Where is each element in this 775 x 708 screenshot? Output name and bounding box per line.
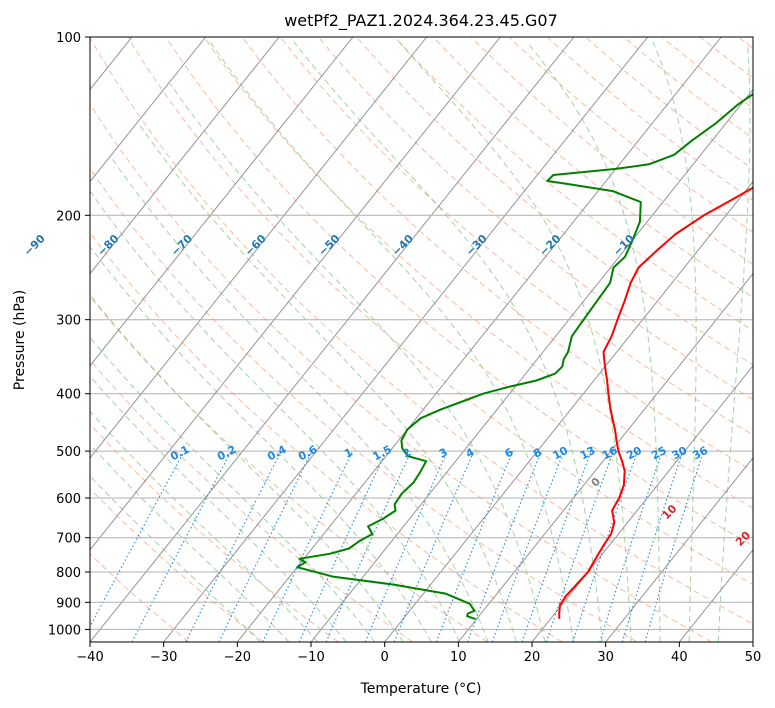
x-tick-label: 30 (597, 650, 614, 665)
mixing-ratio-label: 36 (690, 444, 710, 463)
mixing-ratio-label: 10 (551, 444, 571, 463)
moist-adiabat (398, 41, 632, 642)
y-tick-label: 900 (56, 596, 81, 611)
x-tick-label: −10 (297, 650, 324, 665)
mixing-ratio-line (644, 450, 705, 642)
x-tick-label: −40 (76, 650, 103, 665)
x-tick-label: 0 (381, 650, 389, 665)
moist-adiabat (90, 190, 461, 642)
x-tick-label: 50 (745, 650, 762, 665)
mixing-ratio-line (491, 450, 565, 642)
moist-adiabat (717, 42, 751, 642)
isotherm-line (90, 37, 501, 551)
isotherm-line (310, 88, 753, 642)
y-tick-label: 1000 (48, 623, 81, 638)
background-lines (0, 37, 753, 642)
isotherm-line (384, 180, 753, 642)
dry-adiabat (90, 423, 339, 642)
mixing-ratio-label: 30 (670, 444, 690, 463)
isotherm-label: −90 (21, 232, 48, 259)
dry-adiabat (318, 37, 753, 401)
mixing-ratio-line (621, 450, 684, 642)
dry-adiabat (585, 37, 753, 170)
mixing-ratio-line (364, 450, 448, 642)
dewpoint-profile (296, 92, 753, 620)
dry-adiabat (279, 37, 753, 436)
isotherm-line (163, 37, 649, 642)
mixing-ratio-line (185, 450, 282, 642)
x-tick-label: −30 (150, 650, 177, 665)
mixing-ratio-line (545, 450, 614, 642)
plot-background (90, 37, 753, 642)
x-axis-ticks: −40 −30 −20 −10 0 10 20 30 40 50 (76, 642, 761, 665)
y-tick-label: 500 (56, 445, 81, 460)
isotherm-line (531, 365, 753, 642)
x-tick-label: −20 (224, 650, 251, 665)
x-tick-label: 10 (450, 650, 467, 665)
y-axis-ticks: 100 200 300 400 500 600 700 800 900 1000 (48, 31, 90, 638)
moist-adiabat (90, 336, 376, 642)
plot-frame (89, 36, 754, 643)
y-tick-label: 700 (56, 532, 81, 547)
mixing-ratio-line (466, 450, 542, 642)
moist-adiabat (90, 475, 261, 642)
isotherm-line (90, 37, 354, 367)
mixing-ratio-label: 20 (624, 444, 644, 463)
dry-adiabat (394, 37, 753, 332)
dry-adiabat (90, 295, 488, 642)
chart-title: wetPf2_PAZ1.2024.364.23.45.G07 (284, 11, 558, 31)
moist-adiabat (293, 41, 603, 642)
y-tick-label: 600 (56, 492, 81, 507)
profile-lines (296, 92, 753, 620)
isotherm-line (457, 272, 753, 642)
mixing-ratio-line (599, 450, 663, 642)
dry-adiabat (90, 37, 753, 625)
mixing-ratio-line (90, 450, 185, 628)
moist-adiabat (90, 294, 404, 642)
pressure-gridlines (90, 37, 753, 630)
isotherm-line (90, 37, 207, 183)
y-tick-label: 800 (56, 566, 81, 581)
y-tick-label: 200 (56, 209, 81, 224)
isotherm-line (236, 37, 722, 642)
x-tick-label: 20 (524, 650, 541, 665)
isotherm-line (90, 37, 280, 275)
dry-adiabat (356, 37, 753, 366)
x-tick-label: 40 (671, 650, 688, 665)
mixing-ratio-label: 13 (578, 444, 598, 463)
moist-adiabat (209, 41, 575, 642)
y-axis-label: Pressure (hPa) (12, 290, 28, 390)
moist-adiabat (90, 375, 347, 642)
y-tick-label: 300 (56, 314, 81, 329)
dry-adiabat (203, 37, 753, 509)
mixing-ratio-line (572, 450, 639, 642)
mixing-ratio-line (435, 450, 514, 642)
mixing-ratio-label: 16 (600, 444, 620, 463)
dry-adiabat (623, 37, 753, 139)
temperature-profile (558, 186, 753, 619)
y-tick-label: 400 (56, 388, 81, 403)
mixing-ratio-line (521, 450, 592, 642)
moist-adiabat (652, 41, 697, 642)
x-axis-label: Temperature (°C) (360, 681, 482, 697)
dry-adiabat (508, 37, 753, 233)
moist-adiabat (90, 443, 290, 642)
dry-adiabat (90, 231, 563, 642)
moist-adiabat (526, 41, 661, 642)
dry-adiabat (241, 37, 753, 472)
moist-adiabat (169, 83, 546, 642)
isotherm-line (90, 37, 575, 642)
isotherm-line (90, 37, 428, 459)
mixing-ratio-line (393, 450, 475, 642)
y-tick-label: 100 (56, 31, 81, 46)
dry-adiabat (90, 102, 712, 642)
dry-adiabat (547, 37, 753, 202)
isotherm-line (752, 641, 753, 642)
isotherm-line (605, 457, 753, 642)
mixing-ratio-label: 25 (649, 444, 669, 463)
isotherm-line (0, 37, 58, 642)
mixing-ratio-line (325, 450, 412, 642)
